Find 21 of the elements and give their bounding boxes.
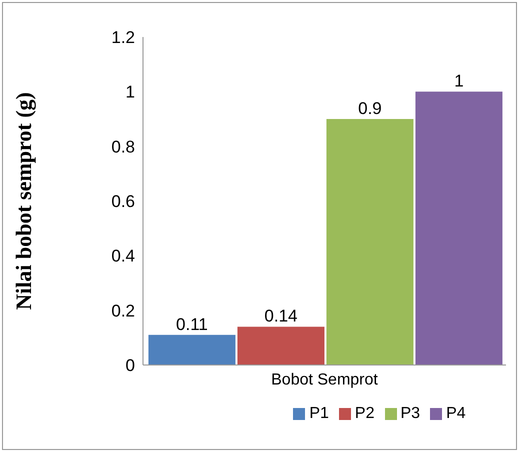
x-tick-label: Bobot Semprot	[271, 371, 378, 388]
bar	[148, 334, 236, 365]
y-tick-label: 1.2	[111, 28, 135, 48]
y-tick-label: 0.2	[111, 301, 135, 320]
bar	[415, 92, 502, 365]
legend-label: P1	[309, 405, 329, 422]
y-tick-label: 0.8	[111, 137, 135, 156]
data-label: 0.14	[264, 306, 298, 326]
y-tick-label: 0	[126, 356, 135, 376]
bar	[326, 119, 414, 365]
y-tick-label: 1	[126, 82, 135, 102]
legend-label: P3	[400, 405, 420, 422]
y-tick-label: 0.6	[111, 192, 135, 212]
bar	[237, 326, 324, 365]
legend-label: P2	[354, 405, 374, 422]
data-label: 0.11	[176, 314, 208, 334]
legend-label: P4	[446, 405, 466, 422]
y-tick-label: 0.4	[111, 246, 135, 266]
y-axis-title: Nilai bobot semprot (g)	[10, 92, 36, 310]
data-label: 0.9	[358, 99, 382, 118]
data-label: 1	[454, 72, 464, 91]
